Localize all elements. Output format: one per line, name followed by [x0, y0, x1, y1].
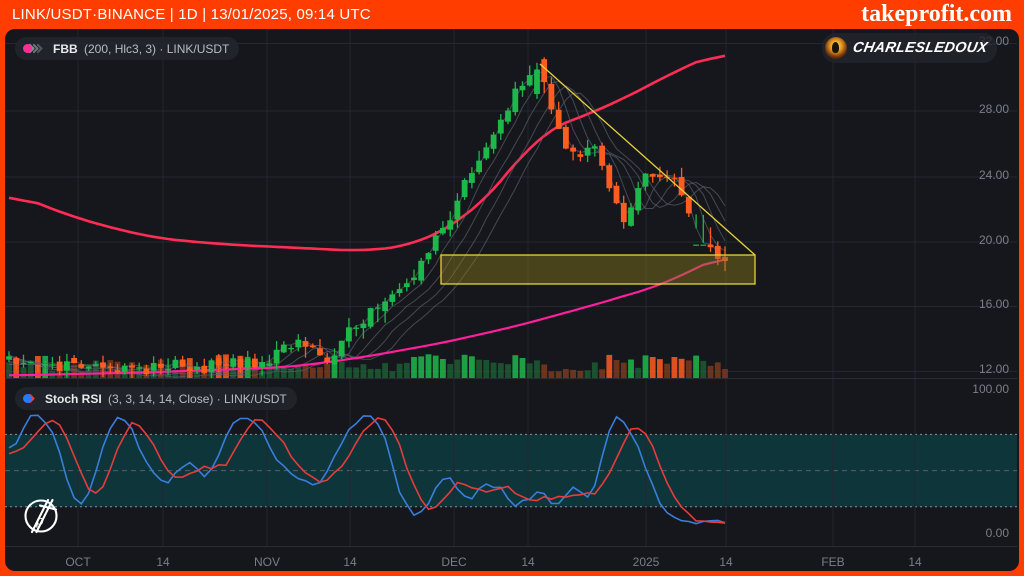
svg-text:p: p [35, 513, 43, 528]
